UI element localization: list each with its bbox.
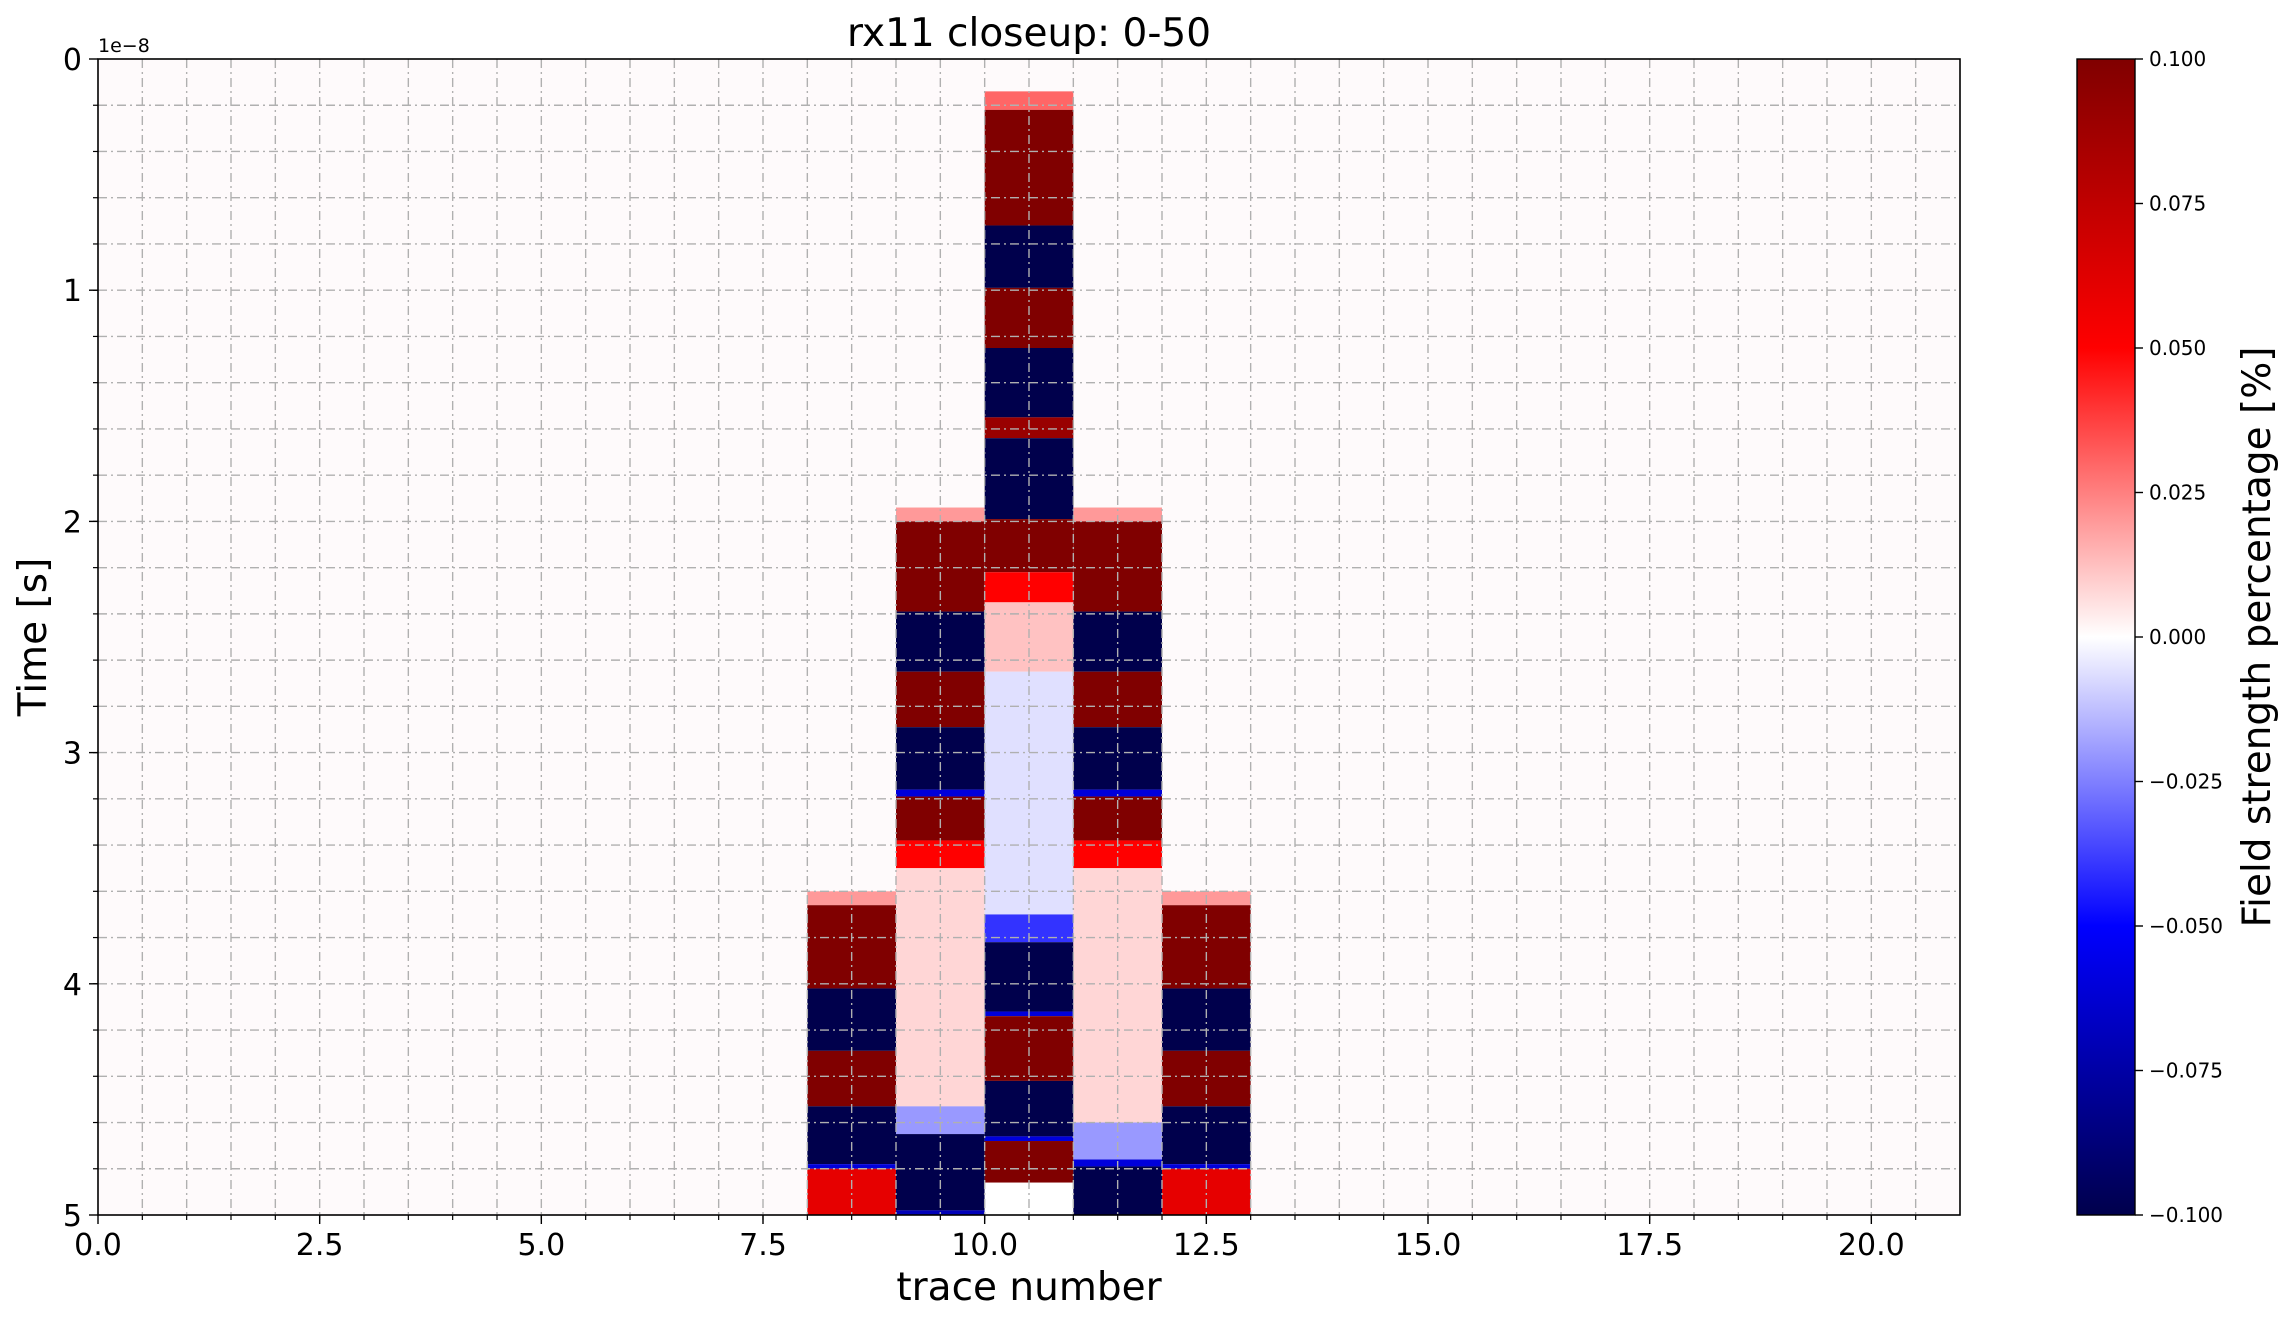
y-tick-label: 0 — [63, 43, 82, 78]
colorbar-label: Field strength percentage [%] — [2235, 347, 2280, 928]
colorbar-tick-label: 0.050 — [2149, 336, 2206, 360]
x-tick-label: 12.5 — [1173, 1228, 1240, 1263]
heatmap-cell — [984, 519, 1074, 573]
colorbar-tick-label: −0.075 — [2149, 1059, 2223, 1083]
x-axis: 0.0 2.5 5.0 7.5 10.0 12.5 15.0 17.5 20.0 — [74, 1215, 1917, 1263]
x-axis-label: trace number — [896, 1265, 1162, 1310]
x-tick-label: 0.0 — [74, 1228, 122, 1263]
heatmap-cell — [1073, 789, 1162, 797]
y-tick-label: 3 — [63, 737, 82, 772]
y-axis: 0 1 2 3 4 5 — [63, 43, 98, 1234]
colorbar-tick-label: 0.025 — [2149, 481, 2206, 505]
colorbar-tick-label: −0.100 — [2149, 1203, 2223, 1227]
heatmap-cell — [1073, 727, 1162, 790]
y-tick-label: 1 — [63, 274, 82, 309]
colorbar-tick-label: 0.000 — [2149, 625, 2206, 649]
x-tick-label: 5.0 — [517, 1228, 565, 1263]
heatmap-cell — [807, 1106, 896, 1165]
x-tick-label: 10.0 — [951, 1228, 1018, 1263]
x-tick-label: 2.5 — [296, 1228, 344, 1263]
colorbar-tick-label: 0.100 — [2149, 47, 2206, 71]
colorbar-tick-label: −0.050 — [2149, 914, 2223, 938]
y-axis-label: Time [s] — [11, 558, 56, 718]
heatmap-cell — [896, 727, 985, 790]
grid-lines — [98, 59, 1960, 1215]
x-tick-label: 15.0 — [1395, 1228, 1462, 1263]
heatmap-cell — [896, 507, 985, 522]
heatmap-cell — [1162, 1106, 1251, 1165]
heatmap-cell — [896, 789, 985, 797]
colorbar — [2076, 58, 2136, 1216]
x-tick-label: 7.5 — [739, 1228, 787, 1263]
y-tick-label: 2 — [63, 505, 82, 540]
heatmap-cell — [984, 287, 1074, 348]
heatmap-cell — [984, 1136, 1074, 1142]
x-tick-label: 17.5 — [1616, 1228, 1683, 1263]
x-tick-label: 20.0 — [1838, 1228, 1905, 1263]
colorbar-tick-label: 0.075 — [2149, 192, 2206, 216]
y-tick-label: 5 — [63, 1199, 82, 1234]
colorbar-ticks: 0.100 0.075 0.050 0.025 0.000 −0.025 −0.050 −0.… — [2135, 47, 2223, 1227]
heatmap-cell — [1073, 507, 1162, 522]
chart-title: rx11 closeup: 0-50 — [847, 11, 1211, 56]
colorbar-tick-label: −0.025 — [2149, 770, 2223, 794]
y-tick-label: 4 — [63, 968, 82, 1003]
y-offset-label: 1e−8 — [98, 35, 150, 57]
